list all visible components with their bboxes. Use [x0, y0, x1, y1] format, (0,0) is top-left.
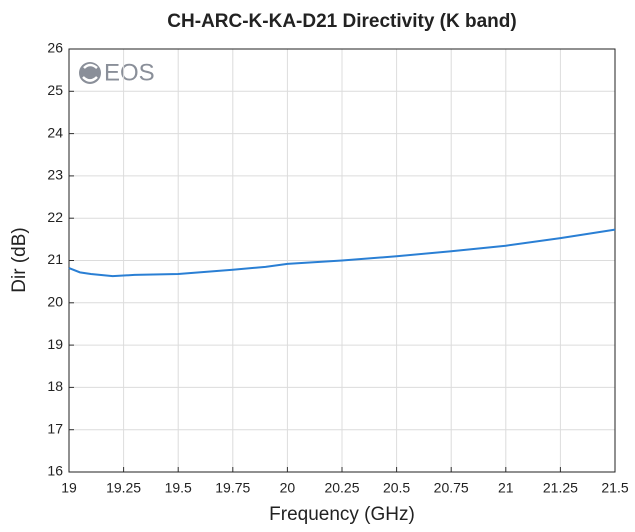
logo-swoosh: [82, 63, 98, 82]
x-tick-label: 19.75: [215, 480, 250, 496]
x-tick-label: 19.5: [165, 480, 192, 496]
y-tick-label: 19: [47, 336, 63, 352]
chart-title: CH-ARC-K-KA-D21 Directivity (K band): [167, 11, 516, 32]
y-tick-label: 16: [47, 463, 63, 479]
x-tick-label: 21.5: [601, 480, 628, 496]
y-axis-label: Dir (dB): [9, 227, 30, 292]
x-axis-label: Frequency (GHz): [269, 504, 415, 525]
logo-text: EOS: [104, 59, 155, 86]
y-tick-label: 18: [47, 378, 63, 394]
y-tick-label: 24: [47, 124, 63, 140]
data-line: [68, 228, 616, 278]
y-tick-label: 20: [47, 294, 63, 310]
x-tick-label: 20.25: [324, 480, 359, 496]
x-tick-label: 21.25: [543, 480, 578, 496]
x-tick-label: 19.25: [106, 480, 141, 496]
y-tick-label: 21: [47, 251, 63, 267]
y-tick-label: 25: [47, 82, 63, 98]
y-tick-label: 17: [47, 420, 63, 436]
x-tick-label: 19: [61, 480, 77, 496]
x-tick-label: 21: [498, 480, 514, 496]
logo-group: EOS: [79, 59, 155, 86]
y-tick-label: 26: [47, 40, 63, 56]
x-tick-label: 20.75: [434, 480, 469, 496]
x-tick-label: 20.5: [383, 480, 410, 496]
plot-frame: [68, 48, 616, 473]
x-tick-label: 20: [280, 480, 296, 496]
y-tick-label: 23: [47, 167, 63, 183]
y-tick-label: 22: [47, 209, 63, 225]
